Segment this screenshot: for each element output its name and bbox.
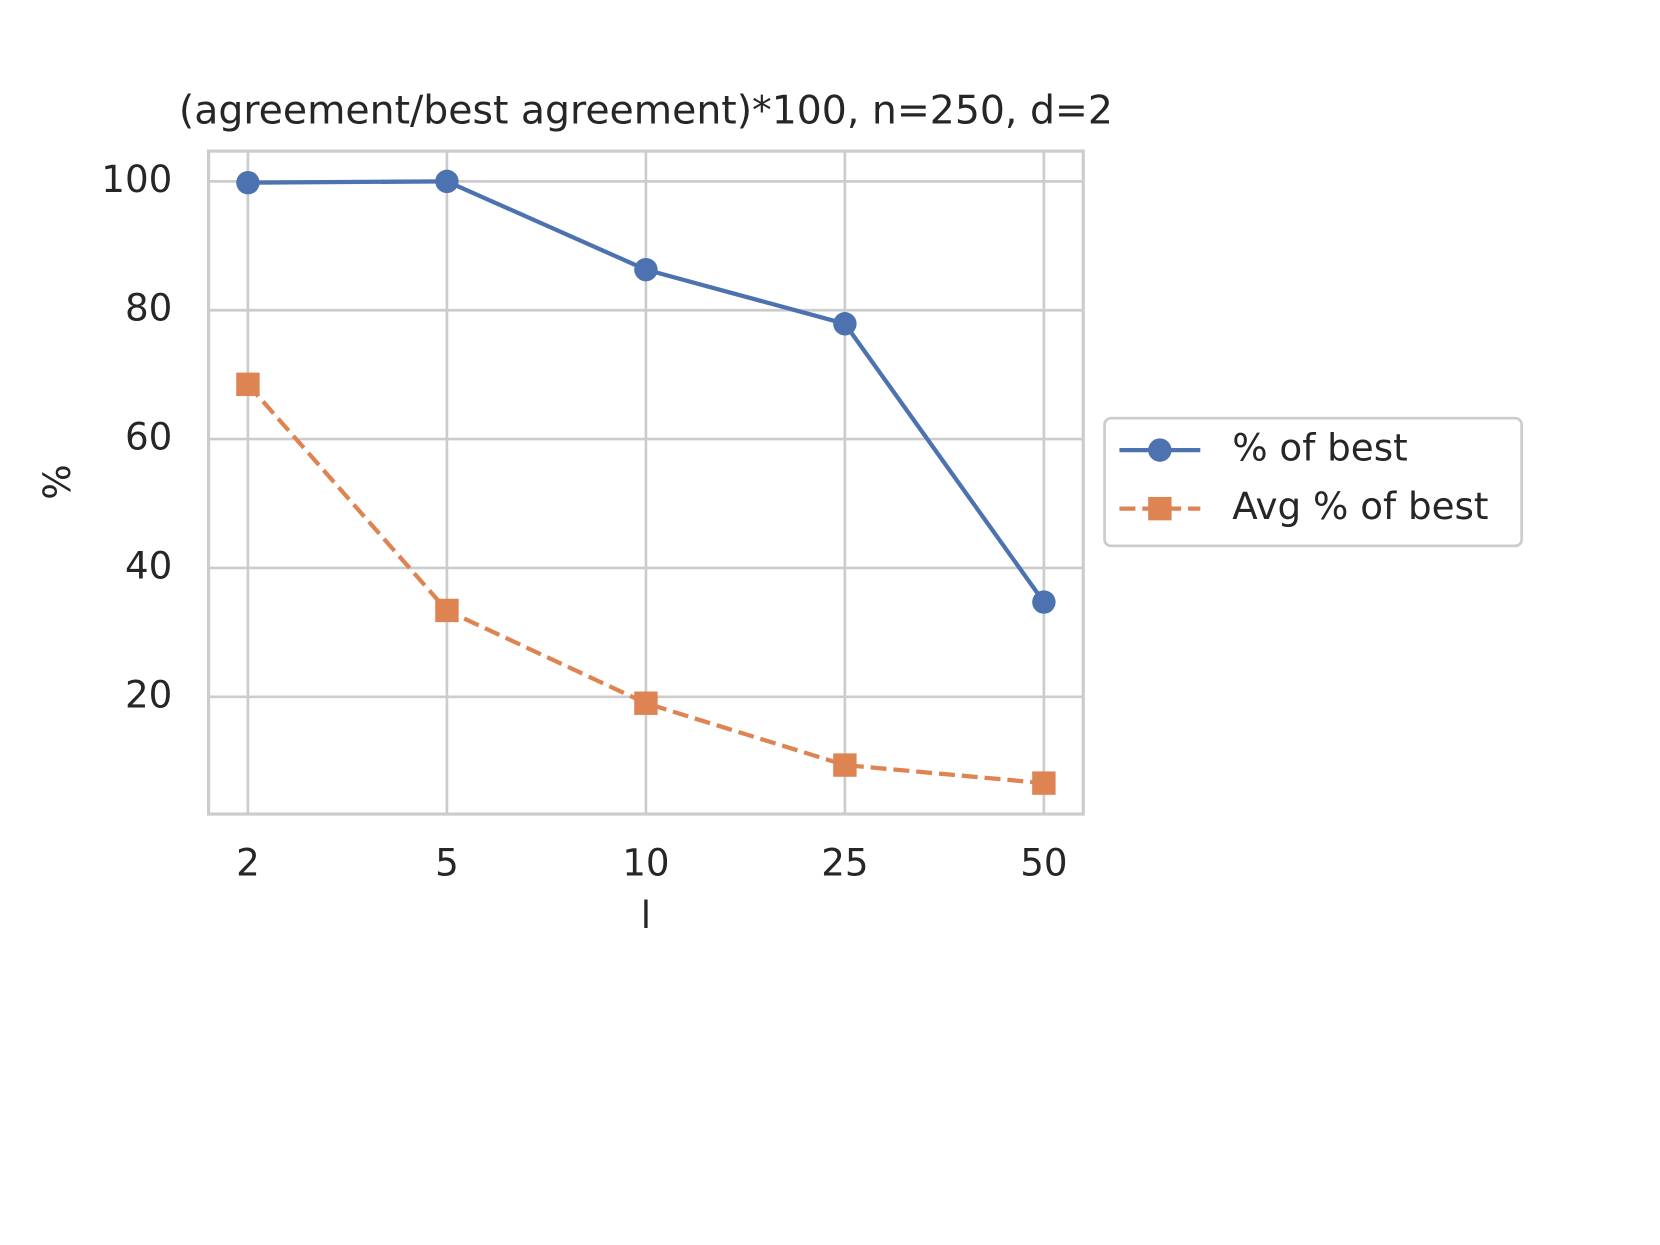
x-tick-label: 50	[1020, 841, 1067, 885]
y-axis-label: %	[35, 464, 79, 499]
x-axis-label: l	[641, 893, 651, 937]
x-tick-label: 5	[435, 841, 459, 885]
marker	[236, 170, 260, 195]
y-tick-label: 60	[125, 415, 172, 459]
marker	[435, 169, 459, 194]
marker	[1032, 590, 1056, 614]
x-tick-label: 25	[821, 841, 868, 885]
y-tick-label: 40	[125, 543, 172, 587]
marker	[236, 372, 260, 397]
marker	[634, 691, 658, 715]
legend-label: Avg % of best	[1232, 484, 1488, 528]
legend-box	[1103, 416, 1523, 548]
y-tick-label: 20	[125, 672, 172, 716]
chart-title: (agreement/best agreement)*100, n=250, d…	[179, 87, 1113, 133]
legend-marker	[1148, 438, 1172, 462]
y-tick-label: 80	[125, 286, 172, 330]
marker	[833, 753, 857, 777]
grid	[208, 151, 1084, 815]
legend: % of best Avg % of best	[1103, 416, 1523, 548]
plot-frame	[206, 149, 1085, 816]
legend-marker	[1148, 496, 1172, 521]
marker	[833, 312, 857, 336]
y-tick-label: 100	[101, 157, 172, 201]
x-tick-label: 10	[622, 841, 669, 885]
marker	[435, 598, 459, 623]
marker	[634, 257, 658, 282]
marker	[1032, 771, 1056, 795]
x-tick-label: 2	[236, 841, 260, 885]
legend-label: % of best	[1232, 426, 1407, 470]
